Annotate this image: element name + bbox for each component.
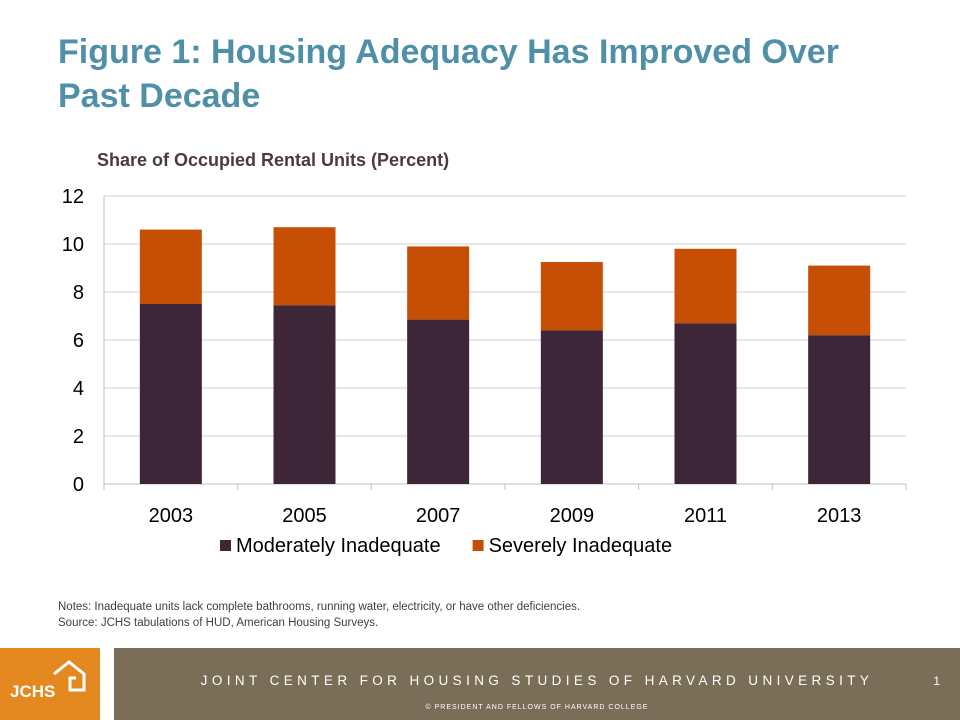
y-tick-label: 8: [73, 282, 84, 304]
y-tick-label: 12: [62, 186, 84, 208]
x-tick-label: 2003: [149, 505, 194, 527]
jchs-logo: JCHS: [0, 648, 100, 720]
x-tick-label: 2013: [817, 505, 862, 527]
legend-label: Severely Inadequate: [489, 535, 672, 557]
slide-title: Figure 1: Housing Adequacy Has Improved …: [58, 33, 839, 115]
bar-severely-inadequate: [139, 229, 202, 304]
logo-text: JCHS: [10, 682, 56, 701]
x-tick-label: 2009: [550, 505, 595, 527]
org-name: JOINT CENTER FOR HOUSING STUDIES OF HARV…: [200, 673, 874, 688]
chart-title: Share of Occupied Rental Units (Percent): [97, 150, 450, 170]
legend-swatch: [220, 540, 231, 551]
bar-moderately-inadequate: [808, 335, 871, 484]
footer-bar: JOINT CENTER FOR HOUSING STUDIES OF HARV…: [114, 648, 960, 720]
legend-swatch: [472, 540, 484, 551]
notes-block: Notes: Inadequate units lack complete ba…: [58, 599, 580, 631]
stacked-bar-chart: 0 2 4 6 8 10 12 2003 2005 2007 2009 2011 2013 Moderat…: [62, 186, 907, 557]
bar-severely-inadequate: [273, 227, 336, 306]
bar-moderately-inadequate: [674, 323, 737, 484]
bar-moderately-inadequate: [273, 305, 336, 484]
bar-severely-inadequate: [407, 246, 470, 320]
y-tick-label: 10: [62, 234, 84, 256]
copyright: © PRESIDENT AND FELLOWS OF HARVARD COLLE…: [425, 704, 649, 711]
x-tick-label: 2005: [282, 505, 327, 527]
y-tick-label: 0: [73, 474, 84, 496]
bar-moderately-inadequate: [540, 330, 603, 484]
source-text: Source: JCHS tabulations of HUD, America…: [58, 617, 379, 629]
page-number: 1: [933, 674, 940, 688]
bar-severely-inadequate: [540, 262, 603, 331]
legend-label: Moderately Inadequate: [236, 535, 441, 557]
x-tick-label: 2011: [684, 505, 727, 527]
y-tick-label: 4: [73, 378, 84, 400]
y-tick-label: 6: [73, 330, 84, 352]
x-tick-label: 2007: [416, 505, 461, 527]
y-tick-label: 2: [73, 426, 84, 448]
house-icon: [53, 660, 86, 692]
bar-severely-inadequate: [808, 265, 871, 336]
bar-moderately-inadequate: [407, 319, 470, 484]
notes-text: Notes: Inadequate units lack complete ba…: [58, 601, 581, 613]
bar-severely-inadequate: [674, 248, 737, 324]
bar-moderately-inadequate: [139, 304, 202, 484]
